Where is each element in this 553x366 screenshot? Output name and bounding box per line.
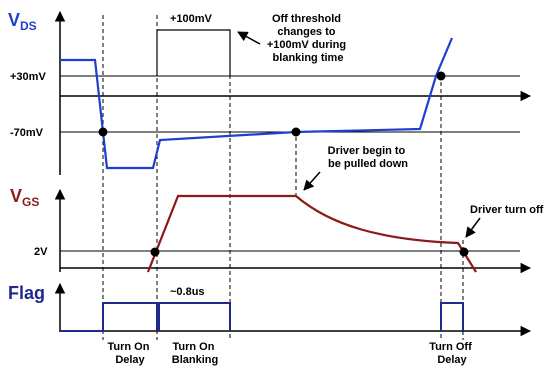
phase-labels: Turn On Delay Turn On Blanking Turn Off … xyxy=(107,341,475,366)
driver-pulled-line-2: be pulled down xyxy=(328,158,408,170)
vgs-crossing-turn-off xyxy=(459,247,469,257)
vds-label: VDS xyxy=(8,10,37,33)
off-threshold-arrow xyxy=(237,31,261,45)
vds-crossing-mid xyxy=(291,127,301,137)
driver-off-arrow xyxy=(465,217,481,238)
vgs-waveform xyxy=(146,194,477,273)
phase-turn-off-delay-line-2: Delay xyxy=(437,354,467,366)
phase-turn-off-delay: Turn Off Delay xyxy=(429,341,475,366)
vds-crossing-turn-off xyxy=(436,71,446,81)
vgs-level-2v-label: 2V xyxy=(34,246,48,258)
driver-pulled-arrow xyxy=(303,171,321,191)
off-threshold-line-2: changes to xyxy=(277,26,335,38)
vgs-label-sub: GS xyxy=(22,195,39,209)
vds-crossing-turn-on xyxy=(98,127,108,137)
phase-turn-on-delay-line-1: Turn On xyxy=(107,341,149,353)
off-threshold-line-4: blanking time xyxy=(273,52,344,64)
off-threshold-line-3: +100mV during xyxy=(267,39,346,51)
vds-section: VDS +30mV -70mV +100mV Off threshold cha… xyxy=(8,10,532,175)
phase-turn-on-blanking-line-1: Turn On xyxy=(172,341,214,353)
flag-pulse-blanking xyxy=(158,302,231,331)
vgs-label-main: V xyxy=(10,186,22,206)
driver-off-note: Driver turn off xyxy=(470,204,544,216)
threshold-plus100-label: +100mV xyxy=(170,13,213,25)
off-threshold-note: Off threshold changes to +100mV during b… xyxy=(267,13,349,64)
vds-threshold-step xyxy=(156,29,231,76)
vds-label-sub: DS xyxy=(20,19,37,33)
flag-pulse-turn-off-delay xyxy=(440,302,464,331)
vgs-crossing-turn-on xyxy=(150,247,160,257)
blank-time-label: ~0.8us xyxy=(170,286,205,298)
flag-pulse-turn-on-delay xyxy=(60,302,158,332)
phase-divider-lines xyxy=(102,15,464,340)
phase-turn-on-blanking: Turn On Blanking xyxy=(172,341,218,366)
vds-level-plus30-label: +30mV xyxy=(10,71,46,83)
off-threshold-line-1: Off threshold xyxy=(272,13,341,25)
vds-waveform xyxy=(60,37,454,170)
phase-turn-on-delay-line-2: Delay xyxy=(115,354,145,366)
flag-label: Flag xyxy=(8,283,45,303)
phase-turn-off-delay-line-1: Turn Off xyxy=(429,341,472,353)
phase-turn-on-delay: Turn On Delay xyxy=(107,341,152,366)
phase-turn-on-blanking-line-2: Blanking xyxy=(172,354,218,366)
driver-pulled-note: Driver begin to be pulled down xyxy=(328,145,409,170)
vgs-label: VGS xyxy=(10,186,39,209)
vds-level-minus70-label: -70mV xyxy=(10,127,44,139)
driver-pulled-line-1: Driver begin to xyxy=(328,145,406,157)
flag-section: Flag ~0.8us xyxy=(8,282,532,337)
vds-label-main: V xyxy=(8,10,20,30)
vgs-section: VGS 2V Driver begin to be pulled down Dr… xyxy=(10,145,544,274)
